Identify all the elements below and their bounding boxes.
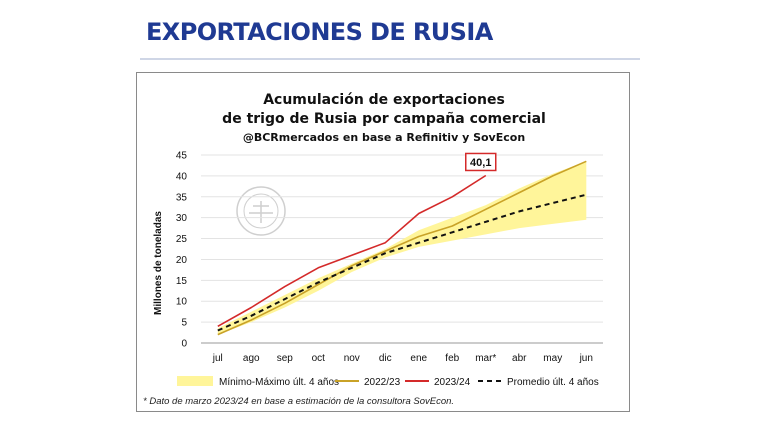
legend-label-0: 2022/23 bbox=[364, 377, 401, 388]
footnote: * Dato de marzo 2023/24 en base a estima… bbox=[143, 396, 455, 407]
watermark-seal bbox=[236, 186, 286, 236]
x-tick-label: jul bbox=[212, 353, 223, 364]
x-tick-label: abr bbox=[512, 353, 527, 364]
x-tick-label: may bbox=[543, 353, 562, 364]
grid-lines bbox=[201, 154, 603, 344]
x-tick-label: mar* bbox=[475, 353, 496, 364]
callout-layer: 40,1 bbox=[465, 152, 497, 172]
x-tick-label: sep bbox=[277, 353, 294, 364]
y-axis-label: Millones de toneladas bbox=[153, 211, 164, 315]
y-tick-label: 5 bbox=[181, 318, 187, 329]
legend: Mínimo-Máximo últ. 4 años 2022/23 2023/24 P… bbox=[177, 376, 599, 388]
x-tick-label: jun bbox=[579, 353, 593, 364]
chart-frame: Acumulación de exportaciones de trigo de… bbox=[136, 72, 630, 412]
callout-value: 40,1 bbox=[470, 157, 491, 169]
x-tick-label: ene bbox=[410, 353, 427, 364]
title-divider bbox=[140, 58, 640, 60]
callout-box bbox=[465, 152, 497, 172]
line-chart: Acumulación de exportaciones de trigo de… bbox=[153, 92, 603, 388]
y-tick-label: 45 bbox=[176, 151, 188, 162]
legend-label-band: Mínimo-Máximo últ. 4 años bbox=[219, 377, 339, 388]
series-layer bbox=[217, 160, 587, 336]
legend-label-2: Promedio últ. 4 años bbox=[507, 377, 599, 388]
chart-title-line2: de trigo de Rusia por campaña comercial bbox=[222, 111, 546, 127]
series-line-2 bbox=[217, 193, 587, 332]
x-tick-label: oct bbox=[312, 353, 326, 364]
x-tick-label: dic bbox=[379, 353, 392, 364]
y-tick-label: 25 bbox=[176, 234, 188, 245]
y-tick-label: 30 bbox=[176, 213, 188, 224]
slide-title: EXPORTACIONES DE RUSIA bbox=[146, 18, 493, 46]
y-tick-label: 20 bbox=[176, 255, 188, 266]
legend-swatch-band bbox=[177, 376, 213, 386]
chart-title-line1: Acumulación de exportaciones bbox=[263, 92, 505, 108]
x-tick-label: feb bbox=[445, 353, 459, 364]
y-tick-label: 15 bbox=[176, 276, 188, 287]
series-line-1 bbox=[217, 174, 487, 327]
x-tick-label: ago bbox=[243, 353, 260, 364]
y-tick-label: 10 bbox=[176, 297, 188, 308]
y-tick-label: 40 bbox=[176, 171, 188, 182]
axis-layer: 0 5 10 15 20 25 30 35 40 45 jul ago sep oct nov dic ene f… bbox=[176, 151, 593, 365]
x-tick-label: nov bbox=[344, 353, 360, 364]
legend-label-1: 2023/24 bbox=[434, 377, 471, 388]
y-tick-label: 35 bbox=[176, 192, 188, 203]
y-tick-label: 0 bbox=[181, 339, 187, 350]
chart-subtitle: @BCRmercados en base a Refinitiv y SovEc… bbox=[243, 131, 525, 144]
series-line-0 bbox=[217, 160, 587, 336]
